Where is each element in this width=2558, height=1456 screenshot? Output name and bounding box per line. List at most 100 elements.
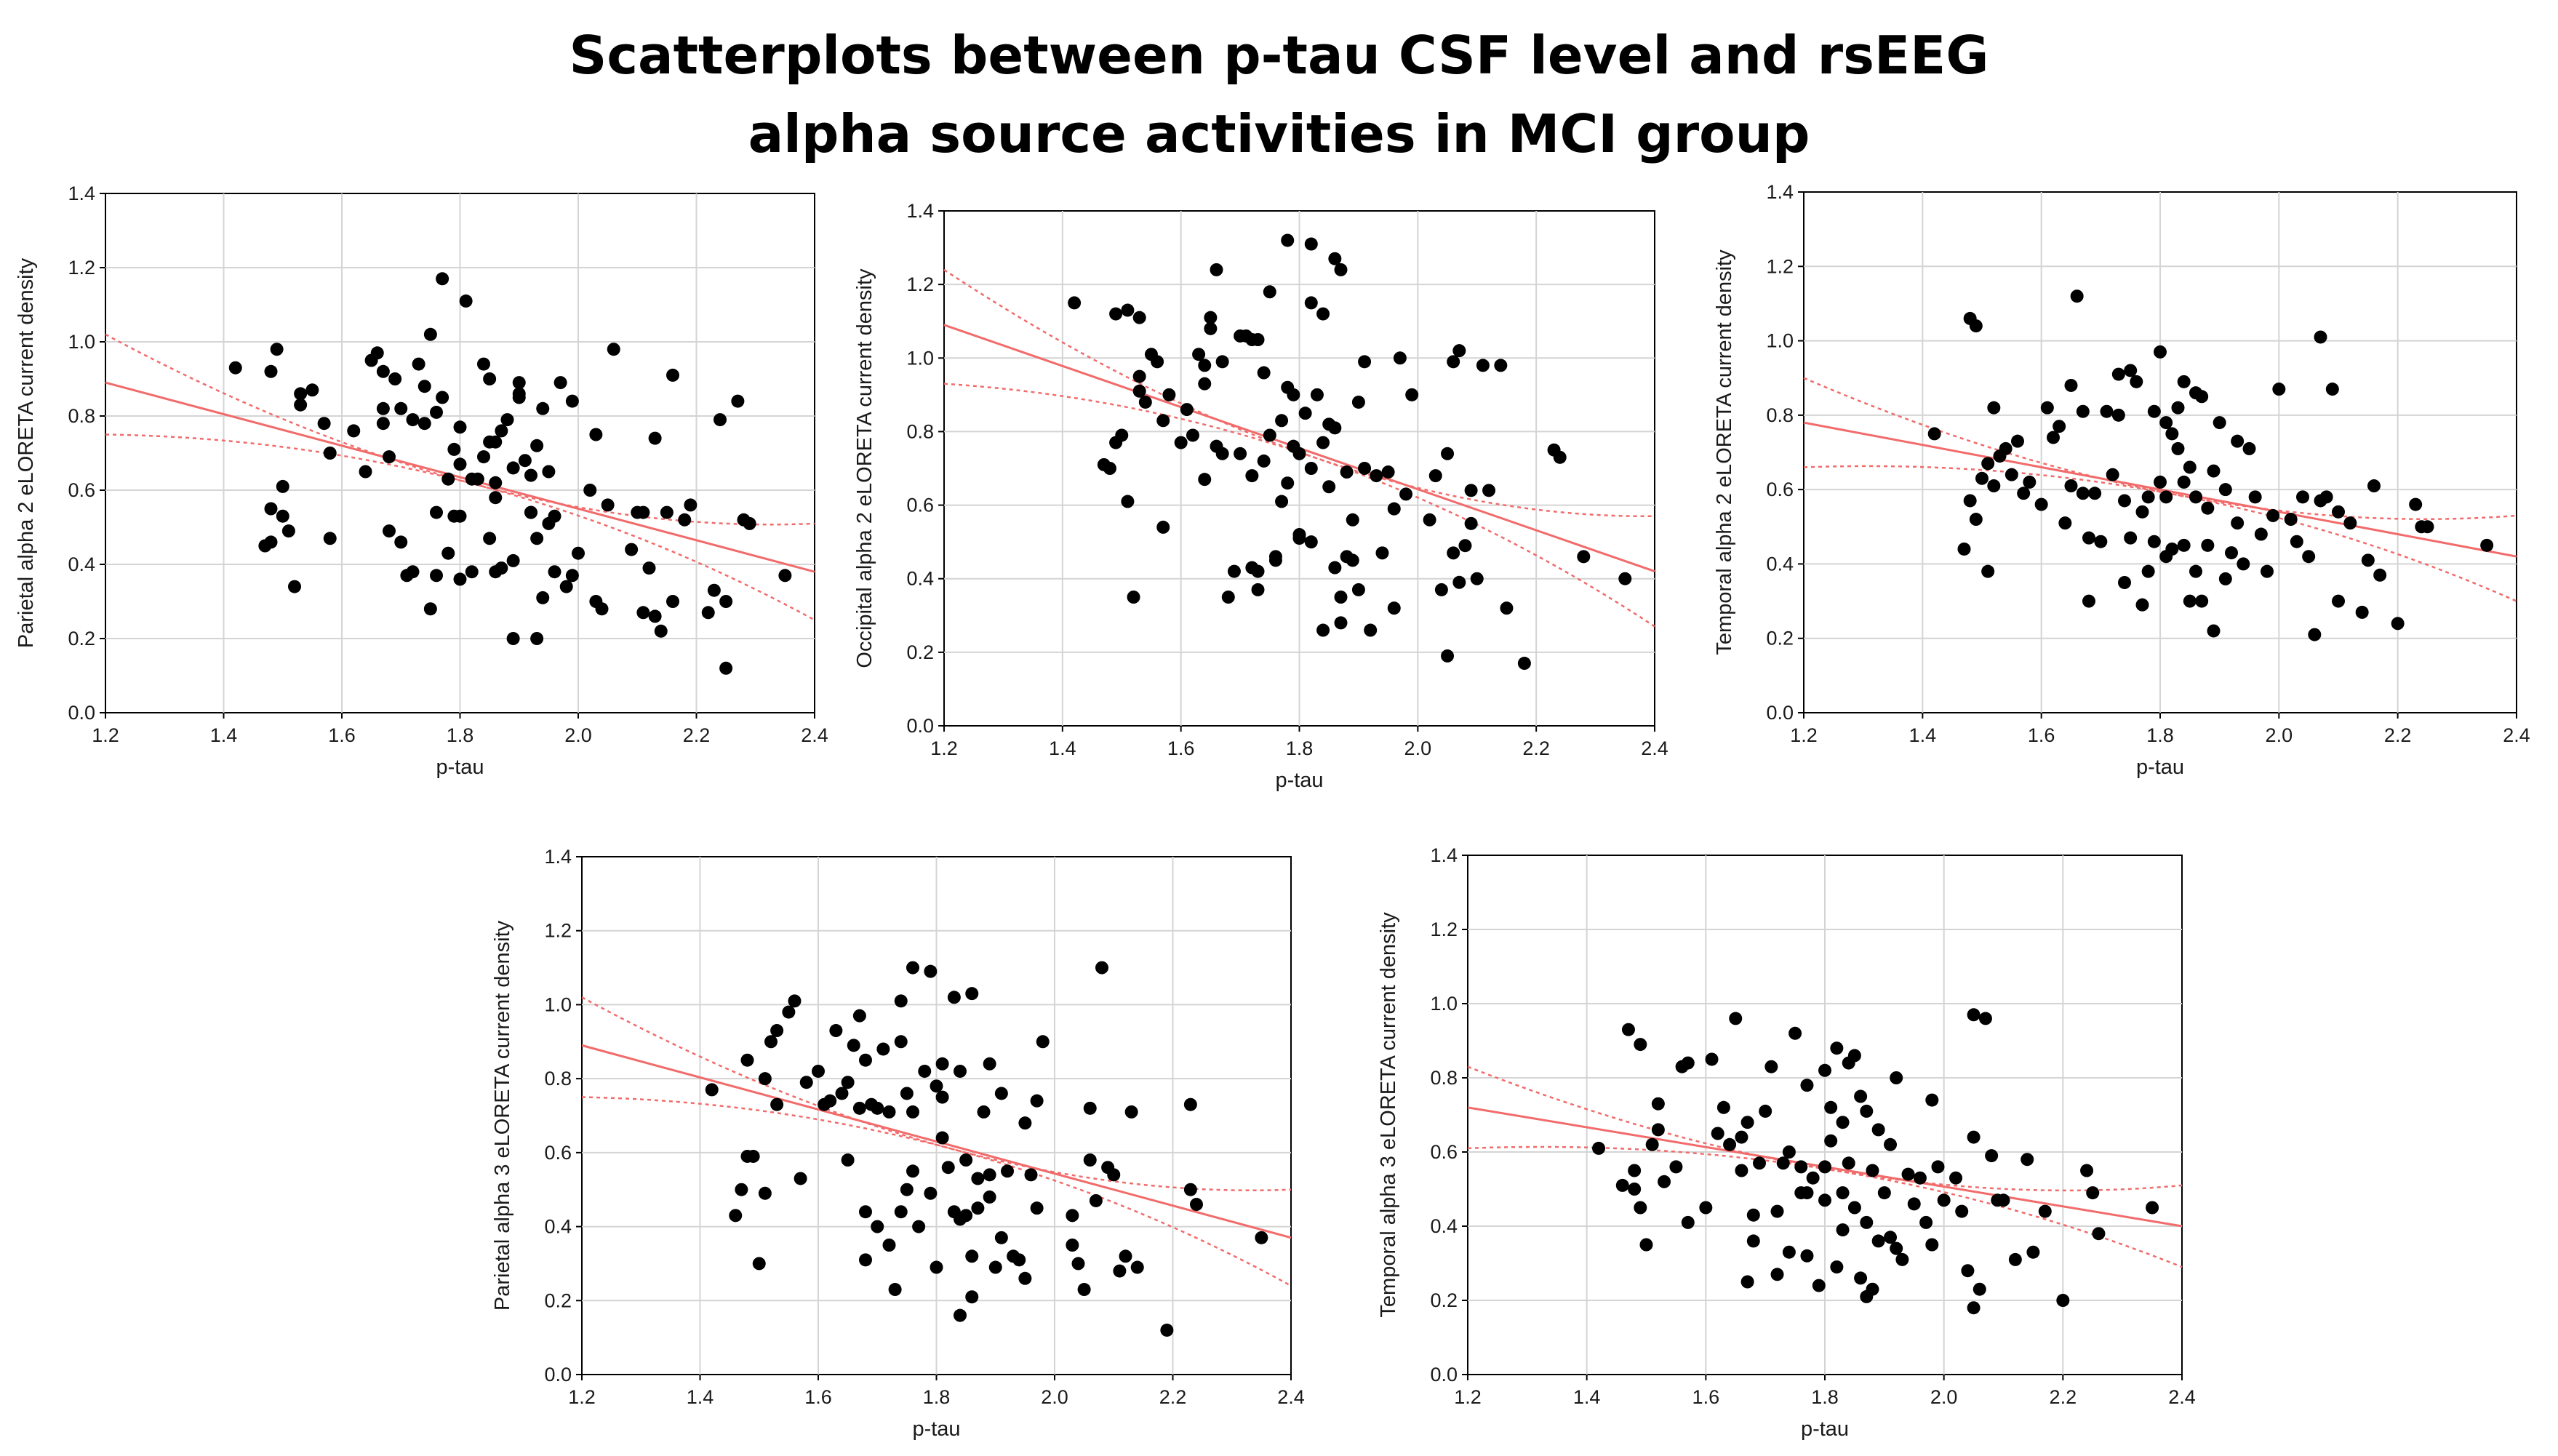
chart2-data-point (1215, 355, 1229, 369)
chart4-regression-line (581, 1044, 1292, 1239)
chart1-data-point (441, 546, 455, 560)
chart1-x-tick-label: 2.2 (683, 724, 711, 746)
chart2-data-point (1387, 502, 1401, 516)
chart3-data-point (2023, 475, 2037, 489)
chart3-data-point (2058, 516, 2072, 530)
chart2-data-point (1251, 583, 1265, 596)
chart3-data-point (2130, 375, 2143, 388)
chart5-data-point (1866, 1282, 1879, 1296)
chart4-data-point (752, 1257, 766, 1271)
chart5-data-point (1901, 1167, 1915, 1181)
chart1-data-point (542, 465, 556, 479)
chart3-data-point (2100, 404, 2114, 418)
chart1-data-point (495, 561, 508, 575)
chart4-y-tick-label: 1.0 (544, 993, 572, 1015)
chart3-data-point (2325, 383, 2339, 396)
chart1-regression-line (105, 381, 815, 573)
chart2-x-tick-label: 1.8 (1286, 737, 1314, 759)
chart4-data-point (812, 1064, 825, 1078)
chart5-data-point (1759, 1104, 1772, 1118)
chart5-data-point (1866, 1164, 1879, 1177)
chart2-data-point (1464, 516, 1478, 530)
chart1-data-point (383, 524, 396, 538)
chart3-x-tick-label: 2.0 (2266, 724, 2293, 746)
chart5-data-point (1740, 1116, 1754, 1129)
chart2-data-point (1399, 487, 1413, 501)
chart2-data-point (1351, 395, 1365, 409)
chart1-data-point (512, 376, 526, 390)
chart5-data-point (2080, 1164, 2094, 1177)
chart2-data-point (1251, 564, 1265, 578)
chart5-data-point (2056, 1294, 2070, 1307)
chart4-data-point (871, 1101, 884, 1115)
chart5-data-point (1997, 1193, 2010, 1207)
chart4-data-point (1071, 1257, 1085, 1271)
chart4-data-point (959, 1153, 973, 1167)
chart1-y-tick-label: 0.8 (68, 405, 95, 427)
chart1-data-point (417, 417, 431, 431)
chart3-data-point (2064, 378, 2078, 392)
chart1-data-point (743, 516, 756, 530)
chart3-data-point (2261, 564, 2274, 578)
chart4-data-point (794, 1172, 807, 1185)
chart2-data-point (1186, 428, 1199, 442)
chart4-data-point (770, 1024, 784, 1038)
chart5-data-point (1806, 1171, 1820, 1185)
chart2-data-point (1121, 495, 1135, 508)
chart3-data-point (2183, 594, 2197, 608)
chart3-data-point (2343, 516, 2357, 530)
scatterplot-occipital-alpha2: 1.2 1.4 1.6 1.8 2.0 2.2 2.4 0.0 0.2 0.4 0.6 0.8 1.0 1… (853, 200, 1668, 792)
chart2-data-point (1221, 591, 1235, 604)
chart3-data-point (2367, 479, 2381, 493)
chart5-data-point (2008, 1252, 2022, 1266)
chart3-data-point (2355, 605, 2369, 619)
chart4-data-point (782, 1005, 796, 1019)
chart5-data-point (1681, 1056, 1695, 1070)
chart3-data-point (2111, 408, 2125, 422)
chart5-data-point (1830, 1260, 1844, 1274)
chart3-data-point (2094, 535, 2108, 548)
chart5-data-point (1842, 1156, 1855, 1170)
chart1-data-point (281, 524, 295, 538)
chart2-data-point (1494, 359, 1508, 372)
chart4-data-point (1095, 961, 1108, 975)
chart4-data-point (965, 1290, 979, 1304)
chart2-data-point (1304, 237, 1318, 251)
chart3-data-point (2373, 568, 2387, 582)
chart4-data-point (1036, 1035, 1050, 1049)
chart3-data-point (2047, 431, 2060, 444)
chart2-data-point (1138, 395, 1152, 409)
chart2-y-tick-label: 1.4 (906, 200, 934, 222)
chart1-data-point (264, 535, 278, 549)
chart4-data-point (788, 994, 802, 1008)
chart3-data-point (1927, 427, 1941, 441)
chart5-data-point (1836, 1116, 1850, 1129)
chart3-x-tick-label: 2.2 (2384, 724, 2412, 746)
chart1-data-point (565, 394, 579, 408)
chart2-data-point (1358, 462, 1372, 475)
chart4-data-point (941, 1161, 955, 1175)
chart2-data-point (1257, 366, 1271, 380)
chart5-y-tick-label: 0.2 (1430, 1289, 1458, 1311)
chart2-data-point (1441, 649, 1455, 663)
chart4-data-point (758, 1072, 772, 1086)
chart4-data-point (835, 1087, 849, 1100)
chart1-data-point (666, 368, 679, 382)
chart4-data-point (894, 1035, 908, 1049)
chart5-data-point (1746, 1208, 1760, 1222)
chart4-data-point (977, 1105, 991, 1119)
chart3-y-tick-label: 0.6 (1766, 479, 1794, 500)
chart3-data-point (1975, 471, 1989, 485)
chart4-data-point (924, 1186, 938, 1200)
chart4-data-point (823, 1094, 837, 1108)
chart5-ci-upper (1467, 1065, 2183, 1192)
chart2-x-tick-label: 1.6 (1167, 737, 1195, 759)
chart5-x-tick-label: 2.4 (2168, 1386, 2196, 1408)
chart3-y-tick-label: 0.8 (1766, 404, 1794, 426)
chart4-data-point (983, 1057, 996, 1071)
chart5-data-point (1770, 1268, 1784, 1281)
chart2-data-point (1328, 561, 1342, 575)
chart3-data-point (2177, 538, 2191, 552)
chart2-data-point (1458, 539, 1472, 553)
chart2-data-point (1447, 355, 1460, 369)
